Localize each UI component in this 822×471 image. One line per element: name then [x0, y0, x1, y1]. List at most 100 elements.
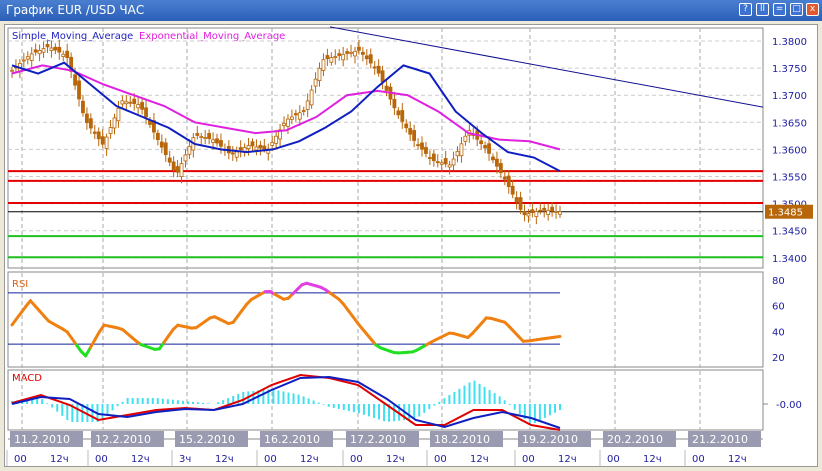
- rsi-tick: 80: [772, 276, 785, 287]
- candle-body: [77, 80, 81, 100]
- pause-button[interactable]: ll: [756, 3, 769, 16]
- candle-body: [128, 101, 133, 104]
- candle-body: [309, 89, 314, 106]
- candle-body: [483, 145, 487, 149]
- candle-body: [246, 145, 251, 150]
- candle-body: [384, 85, 389, 91]
- candle-body: [132, 98, 137, 105]
- maximize-button[interactable]: □: [790, 3, 803, 16]
- candle-body: [317, 67, 322, 81]
- price-tick: 1.3550: [772, 173, 807, 184]
- price-tick: 1.3600: [772, 145, 807, 156]
- price-tick: 1.3450: [772, 227, 807, 238]
- candle-body: [495, 158, 499, 167]
- date-box: [346, 431, 419, 447]
- candle-body: [321, 59, 326, 71]
- candle-body: [282, 122, 286, 126]
- hour-label: 3ч: [179, 454, 191, 465]
- candle-body: [412, 130, 417, 141]
- date-label: 20.2.2010: [607, 433, 663, 446]
- hour-label: 00: [95, 454, 108, 465]
- date-label: 11.2.2010: [14, 433, 70, 446]
- candle-body: [451, 158, 456, 166]
- hour-label: 00: [264, 454, 277, 465]
- help-button[interactable]: ?: [739, 3, 752, 16]
- candle-body: [546, 210, 551, 215]
- window-title-bar: График EUR /USD ЧАС: [0, 0, 822, 21]
- rsi-tick: 60: [772, 302, 785, 313]
- candle-body: [550, 206, 555, 212]
- candle-body: [10, 69, 14, 72]
- candle-body: [207, 133, 212, 140]
- rsi-tick: 20: [772, 353, 785, 364]
- candle-body: [163, 142, 168, 156]
- date-label: 21.2.2010: [692, 433, 748, 446]
- hour-label: 12ч: [50, 454, 69, 465]
- hour-label: 00: [522, 454, 535, 465]
- candle-body: [424, 147, 428, 154]
- candle-body: [396, 110, 401, 116]
- candle-body: [357, 46, 361, 51]
- candle-body: [167, 157, 172, 163]
- candle-body: [400, 110, 405, 122]
- candle-body: [155, 132, 160, 141]
- candle-body: [372, 66, 377, 69]
- minimize-button[interactable]: =: [773, 3, 786, 16]
- date-label: 19.2.2010: [522, 433, 578, 446]
- candle-body: [116, 107, 121, 122]
- candle-body: [349, 51, 353, 54]
- candle-body: [120, 100, 125, 105]
- candle-body: [215, 138, 219, 144]
- date-box: [518, 431, 591, 447]
- candle-body: [286, 118, 290, 127]
- candle-body: [341, 54, 346, 61]
- price-tick: 1.3400: [772, 254, 807, 265]
- candle-body: [203, 137, 208, 139]
- candle-body: [234, 151, 239, 158]
- candle-body: [112, 117, 117, 129]
- candle-body: [329, 57, 334, 63]
- candle-body: [195, 133, 200, 136]
- candle-body: [144, 107, 148, 118]
- candle-body: [159, 141, 164, 148]
- candle-body: [345, 51, 350, 54]
- price-tick: 1.3800: [772, 37, 807, 48]
- candle-body: [518, 197, 523, 210]
- candle-body: [522, 211, 527, 216]
- candle-body: [427, 157, 432, 159]
- candle-body: [313, 78, 318, 87]
- candle-body: [502, 176, 507, 180]
- candle-body: [171, 161, 176, 171]
- candle-body: [510, 185, 515, 195]
- current-price-label: 1.3485: [768, 208, 803, 219]
- candle-body: [439, 162, 444, 165]
- candle-body: [61, 53, 66, 57]
- candle-body: [250, 141, 255, 147]
- hour-label: 00: [14, 454, 27, 465]
- panel-2: [7, 369, 764, 431]
- sma-legend: Simple_Moving_Average: [12, 31, 133, 42]
- rsi-label: RSI: [12, 279, 28, 290]
- hour-label: 12ч: [131, 454, 150, 465]
- candle-body: [25, 56, 30, 60]
- candle-body: [211, 139, 215, 143]
- candle-body: [463, 135, 468, 142]
- candle-body: [538, 209, 543, 212]
- candle-body: [542, 207, 547, 211]
- candle-body: [21, 59, 26, 62]
- candle-body: [416, 144, 420, 147]
- candle-body: [297, 112, 302, 120]
- price-tick: 1.3700: [772, 91, 807, 102]
- close-button[interactable]: x: [806, 3, 819, 16]
- candle-body: [479, 140, 484, 144]
- candle-body: [376, 65, 381, 74]
- window-title: График EUR /USD ЧАС: [6, 3, 145, 17]
- candle-body: [325, 55, 330, 60]
- macd-line: [11, 373, 561, 431]
- candle-body: [100, 136, 105, 145]
- candle-body: [187, 145, 192, 155]
- candle-body: [459, 143, 464, 157]
- candle-body: [506, 175, 511, 187]
- date-label: 12.2.2010: [95, 433, 151, 446]
